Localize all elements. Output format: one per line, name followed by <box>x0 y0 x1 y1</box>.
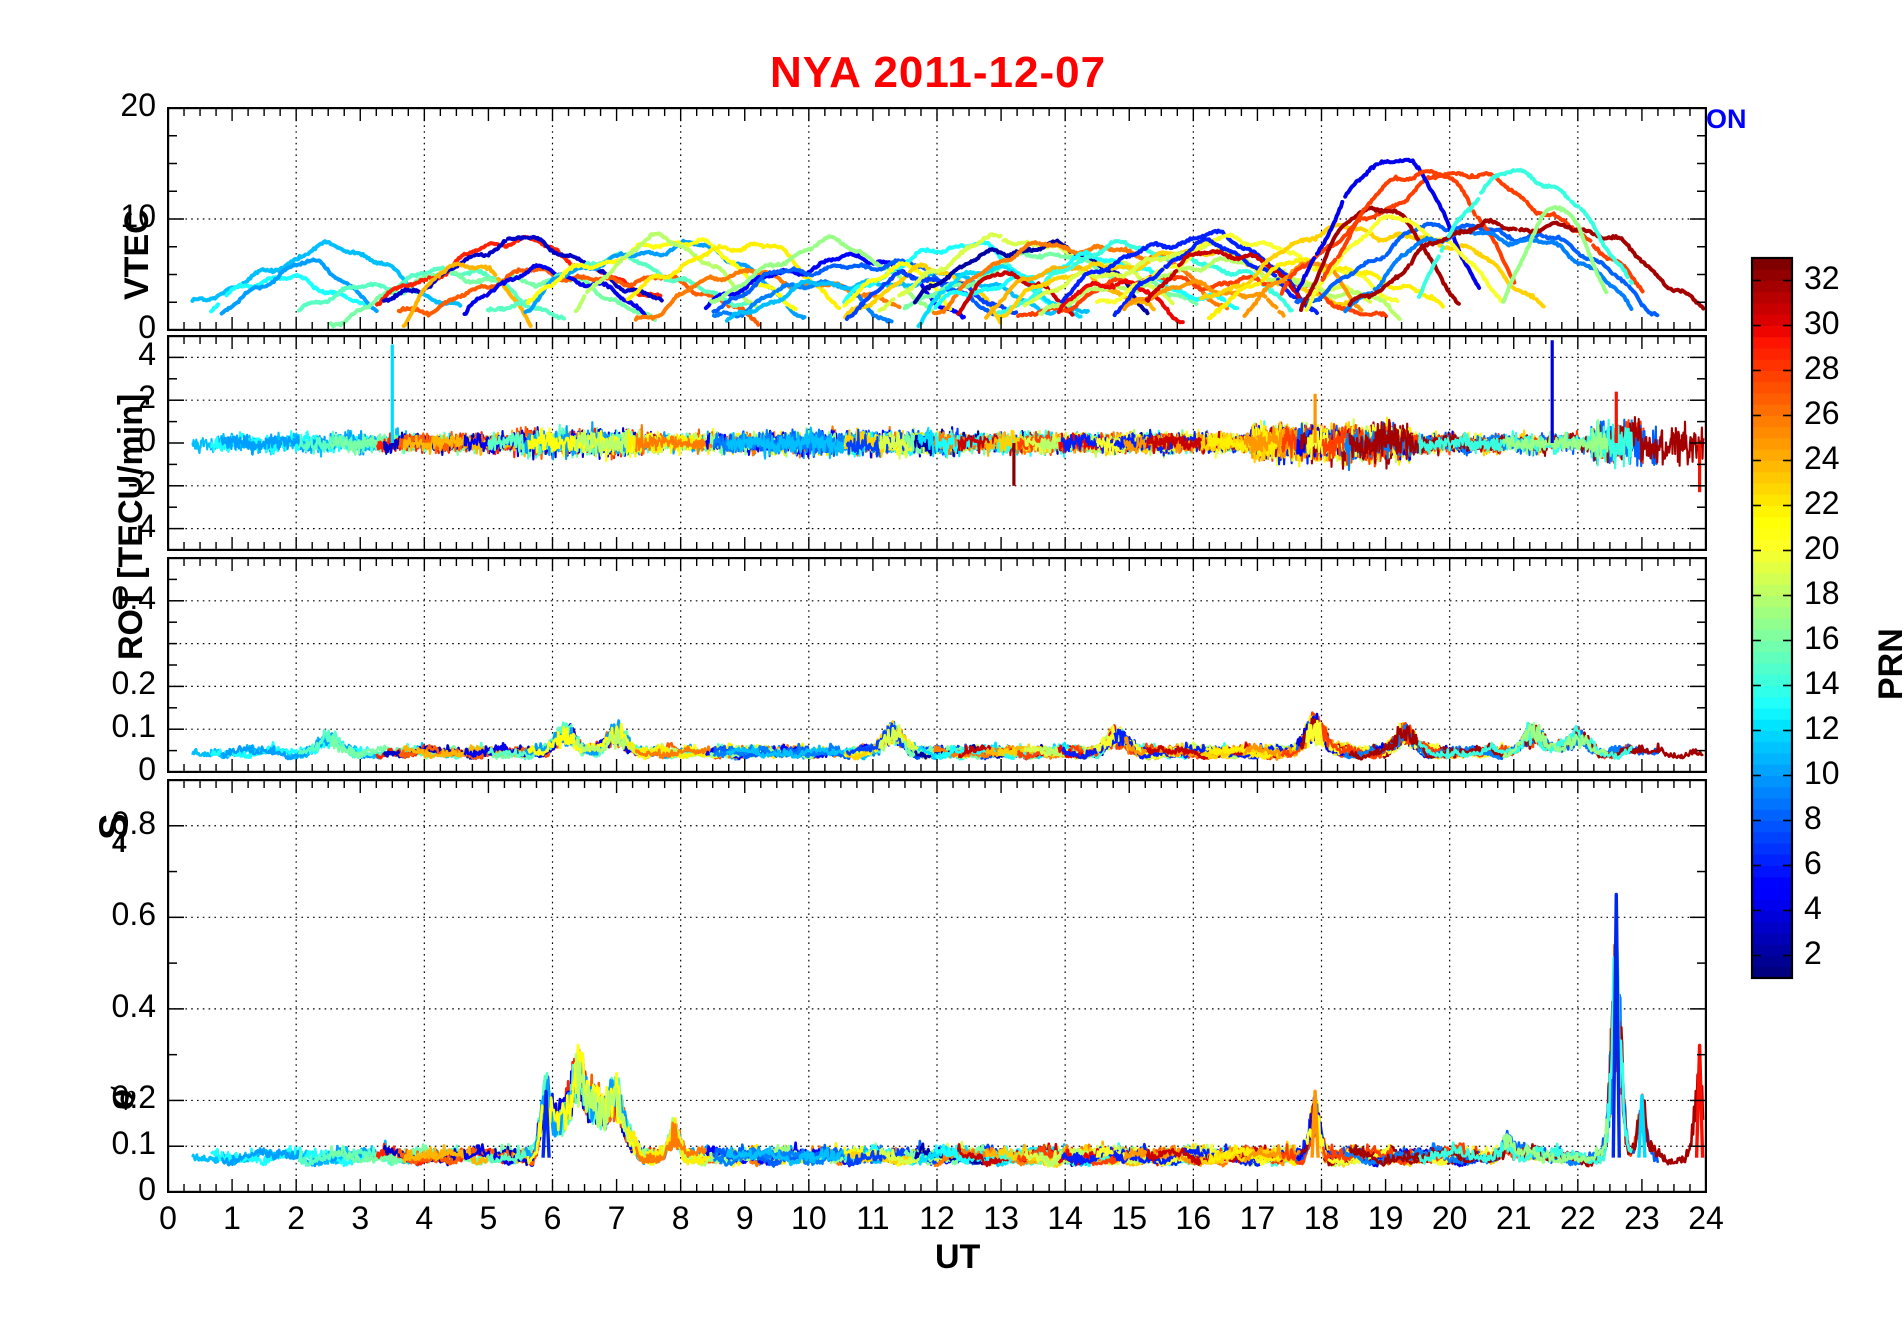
x-tick-18: 18 <box>1303 1200 1340 1236</box>
colorbar-tick-2: 2 <box>1804 934 1822 971</box>
vtec-ytick-10: 10 <box>120 198 156 234</box>
sigma-phi-ytick-0_4: 0.4 <box>111 987 156 1024</box>
rot-ytick-0: 0 <box>138 422 156 458</box>
colorbar-tick-8: 8 <box>1804 799 1822 836</box>
x-tick-24: 24 <box>1688 1200 1724 1236</box>
sigma-phi-axis-subscript: φ <box>120 1080 137 1111</box>
sigma-phi-ytick-0_6: 0.6 <box>111 896 156 933</box>
colorbar-tick-6: 6 <box>1804 844 1822 881</box>
x-tick-9: 9 <box>735 1200 754 1236</box>
sigma-phi-ytick-0_8: 0.8 <box>111 804 156 841</box>
x-tick-4: 4 <box>415 1200 434 1236</box>
x-tick-14: 14 <box>1047 1200 1083 1236</box>
x-tick-12: 12 <box>919 1200 955 1236</box>
s4-ytick-0_1: 0.1 <box>111 708 156 745</box>
colorbar-tick-24: 24 <box>1804 439 1840 476</box>
rot-ytick-2: 2 <box>138 379 156 416</box>
sigma-phi-ytick-0_2: 0.2 <box>111 1079 156 1116</box>
x-tick-5: 5 <box>479 1200 498 1236</box>
colorbar-tick-28: 28 <box>1804 349 1840 386</box>
vtec-ytick-0: 0 <box>138 309 156 345</box>
x-tick-3: 3 <box>351 1200 370 1236</box>
x-tick-13: 13 <box>983 1200 1019 1236</box>
x-axis-label: UT <box>935 1238 981 1276</box>
x-tick-16: 16 <box>1175 1200 1212 1236</box>
s4-ytick-0: 0 <box>138 751 156 787</box>
x-tick-10: 10 <box>791 1200 827 1236</box>
colorbar-tick-32: 32 <box>1804 259 1840 296</box>
colorbar[interactable] <box>1750 256 1794 980</box>
x-tick-6: 6 <box>543 1200 562 1236</box>
x-tick-11: 11 <box>856 1200 890 1236</box>
x-tick-19: 19 <box>1367 1200 1404 1236</box>
s4-ytick-0_4: 0.4 <box>111 579 156 616</box>
colorbar-label: PRN <box>1872 628 1904 700</box>
panel-sigma-phi <box>167 779 1707 1193</box>
panel-rot <box>167 335 1707 551</box>
x-tick-2: 2 <box>287 1200 306 1236</box>
colorbar-tick-18: 18 <box>1804 574 1840 611</box>
x-tick-17: 17 <box>1239 1200 1276 1236</box>
colorbar-tick-26: 26 <box>1804 394 1840 431</box>
x-tick-1: 1 <box>223 1200 241 1236</box>
x-tick-7: 7 <box>607 1200 626 1236</box>
x-tick-0: 0 <box>159 1200 177 1236</box>
x-tick-8: 8 <box>671 1200 690 1236</box>
colorbar-tick-12: 12 <box>1804 709 1840 746</box>
sigma-phi-ytick-0: 0 <box>138 1171 156 1207</box>
rot-ytick-_2: -2 <box>127 464 156 501</box>
panel-vtec <box>167 107 1707 331</box>
figure-title: NYA 2011-12-07 <box>770 48 1107 97</box>
colorbar-tick-4: 4 <box>1804 889 1822 926</box>
sigma-phi-ytick-0_1: 0.1 <box>111 1125 156 1162</box>
vtec-ytick-20: 20 <box>120 87 156 123</box>
rot-ytick-_4: -4 <box>127 507 156 544</box>
colorbar-tick-10: 10 <box>1804 754 1840 791</box>
s4-ytick-0_2: 0.2 <box>111 665 156 702</box>
colorbar-tick-30: 30 <box>1804 304 1840 341</box>
panel-s4 <box>167 557 1707 773</box>
x-tick-23: 23 <box>1624 1200 1660 1236</box>
x-tick-15: 15 <box>1111 1200 1148 1236</box>
x-tick-21: 21 <box>1495 1200 1532 1236</box>
colorbar-tick-14: 14 <box>1804 664 1840 701</box>
x-tick-22: 22 <box>1560 1200 1596 1236</box>
colorbar-tick-22: 22 <box>1804 484 1840 521</box>
colorbar-tick-16: 16 <box>1804 619 1840 656</box>
s4-axis-subscript: 4 <box>112 828 127 858</box>
rot-ytick-4: 4 <box>138 336 156 373</box>
colorbar-tick-20: 20 <box>1804 529 1840 566</box>
x-tick-20: 20 <box>1431 1200 1468 1236</box>
